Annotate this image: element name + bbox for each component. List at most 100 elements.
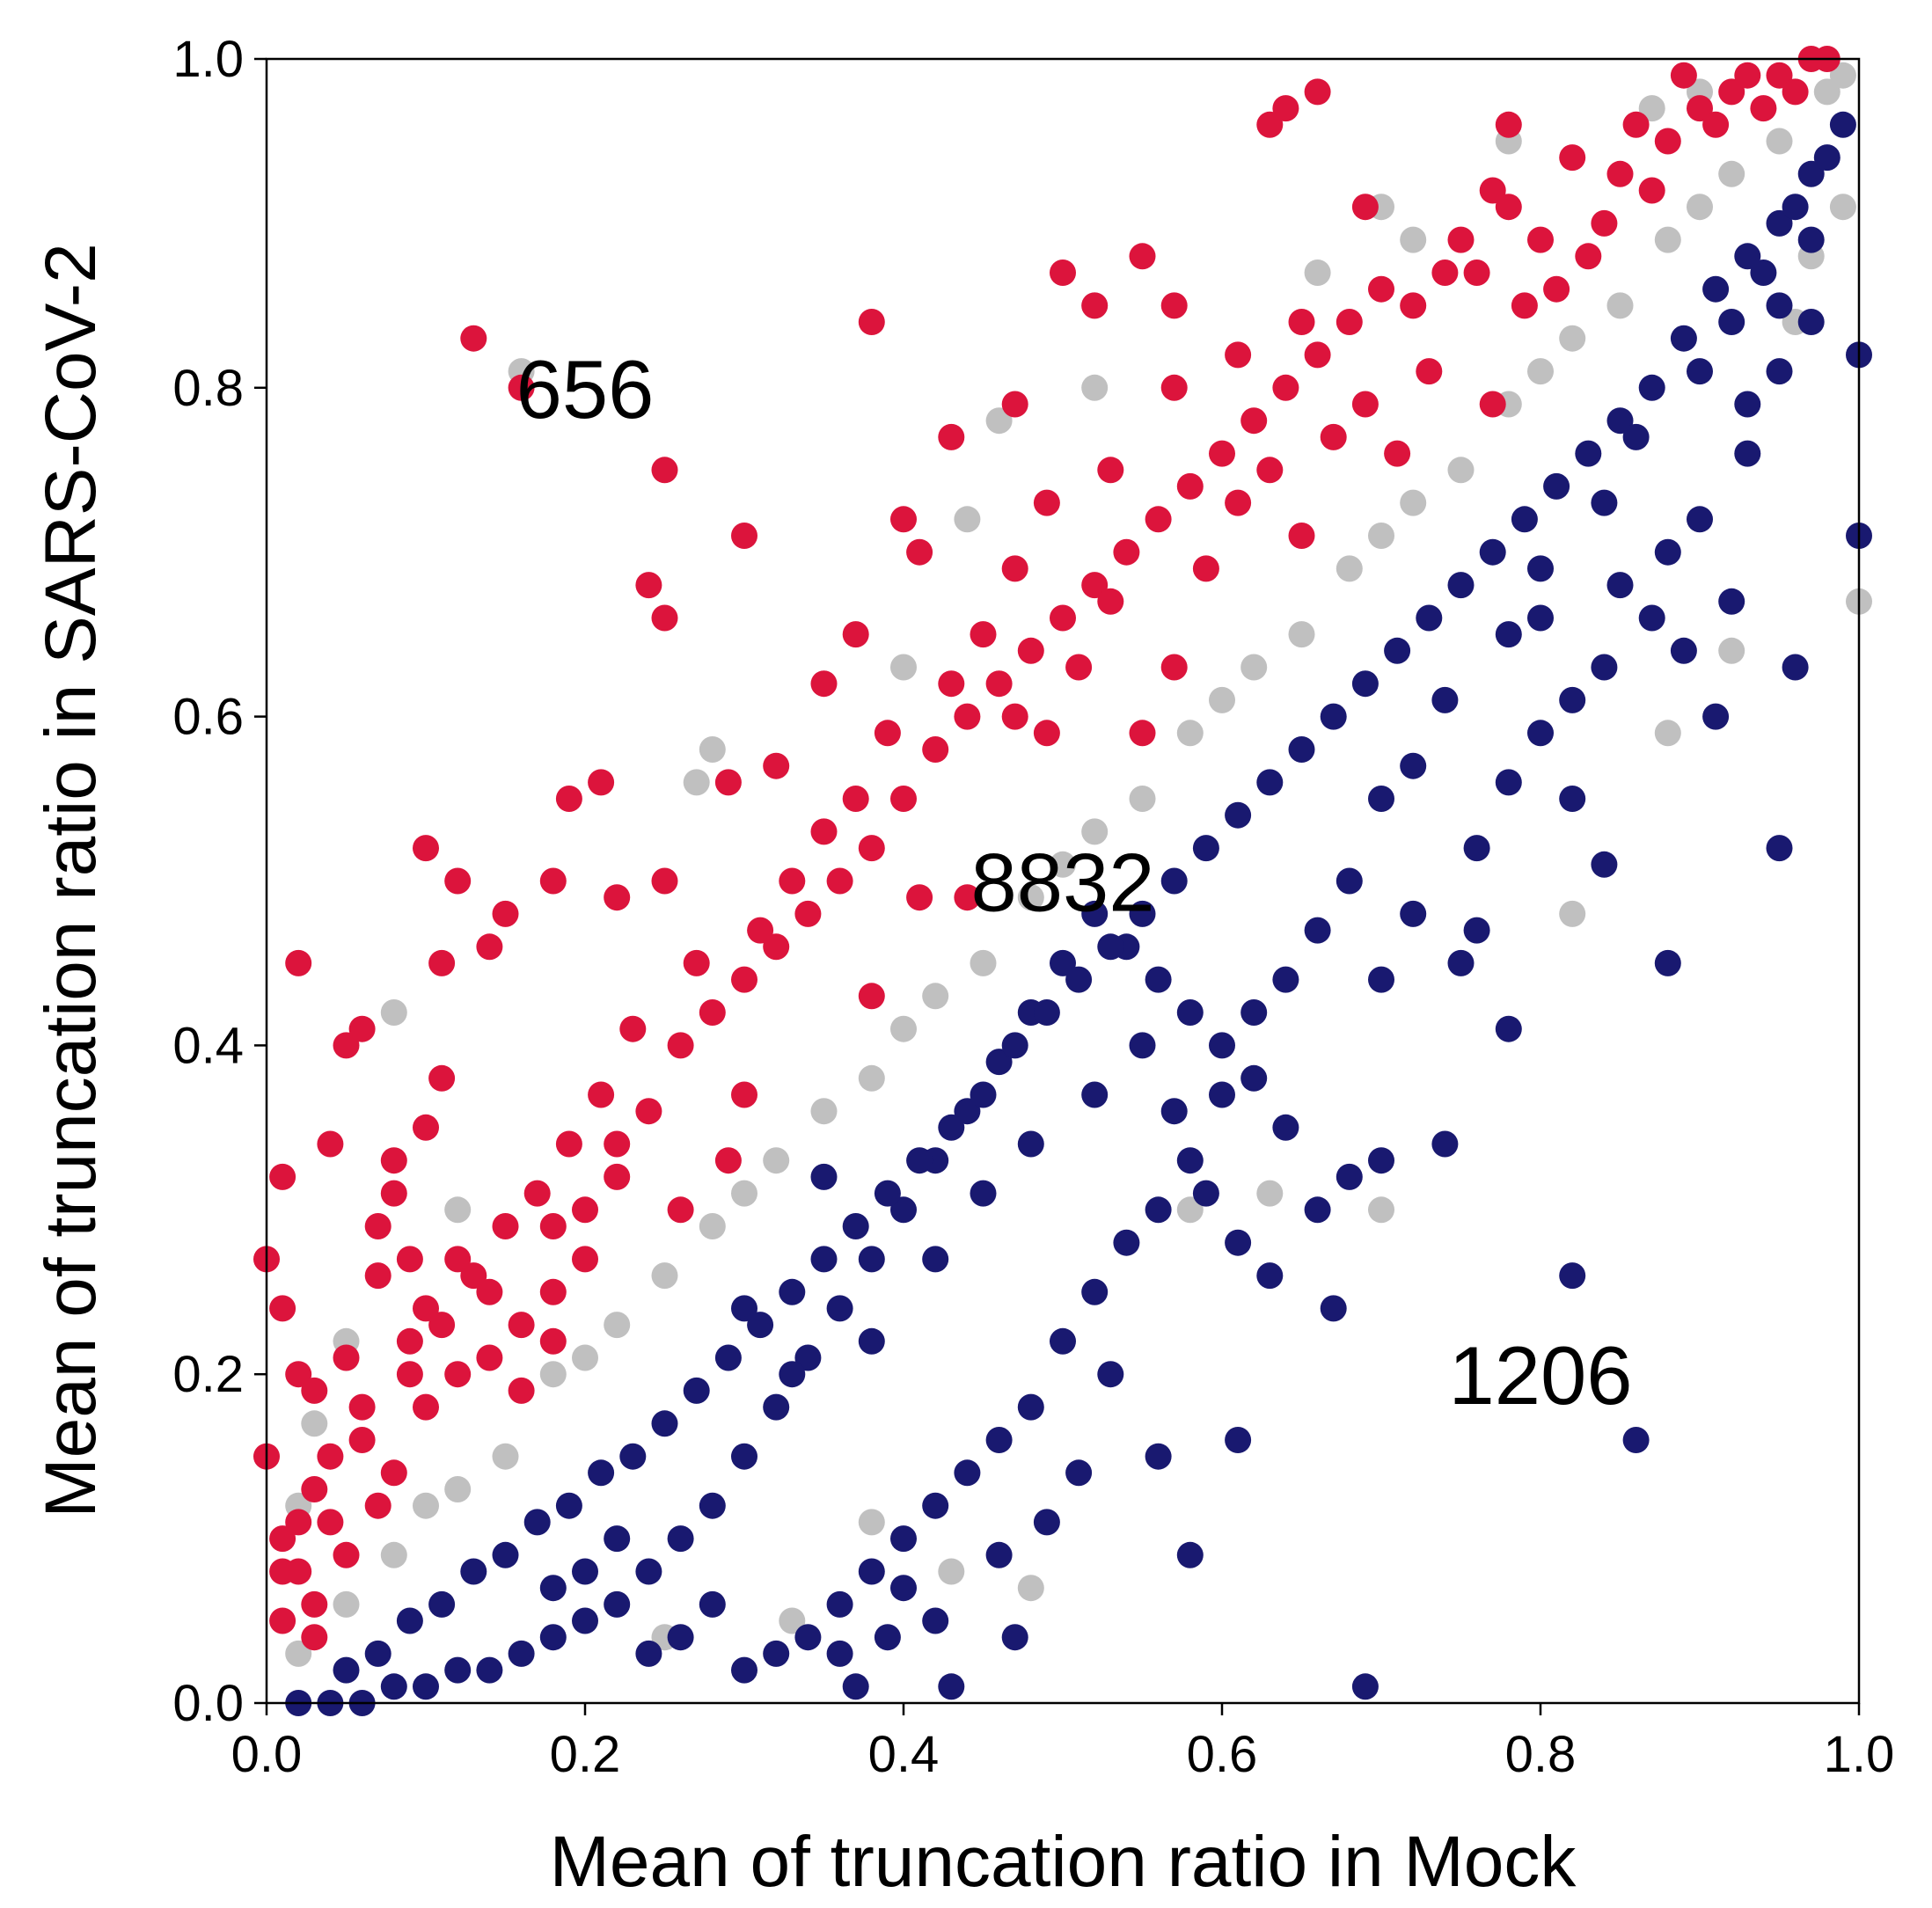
y-tick-label-2: 0.4 — [172, 1017, 244, 1074]
point-decreased-81 — [810, 1246, 838, 1273]
point-decreased-78 — [714, 1344, 742, 1371]
point-increased-58 — [539, 1213, 567, 1239]
point-increased-41 — [1575, 243, 1602, 270]
point-decreased-119 — [1622, 423, 1650, 450]
point-decreased-38 — [1145, 966, 1172, 993]
point-decreased-111 — [1766, 209, 1793, 237]
point-decreased-125 — [1368, 786, 1394, 812]
point-decreased-179 — [1638, 604, 1665, 632]
point-decreased-138 — [954, 1459, 981, 1487]
point-increased-38 — [1463, 260, 1490, 286]
point-decreased-149 — [604, 1525, 631, 1553]
point-decreased-84 — [906, 1147, 933, 1174]
point-unchanged-21 — [1129, 786, 1156, 812]
point-increased-134 — [1416, 358, 1443, 385]
point-increased-133 — [1384, 440, 1411, 467]
point-decreased-22 — [1559, 786, 1586, 812]
point-decreased-4 — [890, 1575, 917, 1602]
point-decreased-151 — [539, 1575, 567, 1602]
point-decreased-132 — [1145, 1196, 1172, 1224]
point-increased-118 — [1400, 292, 1427, 319]
point-increased-36 — [1447, 226, 1475, 253]
point-decreased-172 — [1368, 966, 1394, 993]
point-decreased-180 — [1687, 506, 1713, 533]
point-increased-39 — [1495, 194, 1522, 221]
point-decreased-21 — [1591, 851, 1618, 878]
point-decreased-99 — [1384, 637, 1411, 664]
point-unchanged-5 — [492, 1443, 519, 1470]
point-decreased-145 — [731, 1656, 757, 1684]
point-unchanged-19 — [1050, 851, 1076, 878]
point-increased-50 — [1479, 391, 1506, 418]
point-unchanged-28 — [1400, 489, 1427, 516]
point-increased-166 — [1622, 111, 1650, 138]
point-increased-91 — [539, 1327, 567, 1355]
point-decreased-85 — [938, 1114, 965, 1141]
point-decreased-155 — [858, 1327, 885, 1355]
point-decreased-79 — [747, 1312, 774, 1339]
point-decreased-48 — [826, 1295, 853, 1322]
point-decreased-139 — [922, 1492, 949, 1519]
point-increased-142 — [523, 1180, 551, 1207]
point-decreased-0 — [1351, 1673, 1379, 1700]
point-increased-119 — [1431, 260, 1459, 286]
point-increased-57 — [604, 1163, 631, 1190]
point-increased-49 — [1495, 111, 1522, 138]
point-increased-102 — [890, 786, 917, 812]
point-increased-129 — [1256, 457, 1284, 484]
point-unchanged-0 — [285, 1640, 312, 1667]
point-increased-122 — [1033, 720, 1060, 747]
point-decreased-1 — [938, 1673, 965, 1700]
point-increased-163 — [1225, 341, 1252, 369]
point-decreased-166 — [1065, 1459, 1093, 1487]
point-decreased-6 — [1225, 1427, 1252, 1453]
point-decreased-35 — [1240, 1064, 1268, 1092]
point-increased-123 — [1065, 654, 1093, 681]
point-decreased-53 — [667, 1525, 694, 1553]
point-unchanged-13 — [810, 1098, 838, 1125]
point-increased-56 — [667, 1196, 694, 1224]
point-decreased-18 — [1702, 703, 1730, 730]
point-increased-169 — [1734, 62, 1761, 89]
point-increased-74 — [539, 1278, 567, 1305]
point-unchanged-60 — [779, 1607, 806, 1634]
point-increased-106 — [1017, 637, 1044, 664]
point-increased-35 — [1351, 194, 1379, 221]
point-decreased-44 — [954, 1098, 981, 1125]
point-increased-3 — [731, 523, 757, 549]
point-unchanged-2 — [380, 1541, 407, 1568]
point-increased-66 — [301, 1377, 328, 1404]
point-decreased-106 — [1606, 407, 1634, 435]
point-unchanged-29 — [1447, 457, 1475, 484]
point-increased-107 — [1050, 604, 1076, 632]
point-decreased-109 — [1702, 275, 1730, 303]
point-decreased-66 — [333, 1656, 360, 1684]
point-unchanged-59 — [1017, 1575, 1044, 1602]
point-increased-140 — [588, 1081, 615, 1108]
point-increased-75 — [572, 1246, 598, 1273]
point-increased-72 — [476, 1278, 503, 1305]
point-increased-115 — [1304, 341, 1331, 369]
point-increased-67 — [333, 1344, 360, 1371]
point-decreased-135 — [1050, 1327, 1076, 1355]
x-tick-label-5: 1.0 — [1824, 1726, 1895, 1783]
point-decreased-97 — [1320, 703, 1347, 730]
point-unchanged-14 — [858, 1064, 885, 1092]
point-decreased-49 — [794, 1344, 822, 1371]
point-unchanged-18 — [1017, 884, 1044, 911]
point-decreased-162 — [1192, 1180, 1219, 1207]
point-increased-25 — [906, 538, 933, 566]
point-increased-147 — [348, 1393, 376, 1421]
point-increased-79 — [317, 1509, 344, 1536]
point-decreased-34 — [1272, 1114, 1299, 1141]
point-decreased-114 — [1813, 144, 1841, 172]
point-decreased-94 — [1225, 801, 1252, 829]
point-unchanged-24 — [1240, 654, 1268, 681]
point-decreased-167 — [1033, 1509, 1060, 1536]
point-increased-97 — [731, 966, 757, 993]
point-increased-172 — [1750, 95, 1777, 122]
point-increased-104 — [954, 703, 981, 730]
point-increased-138 — [683, 949, 710, 976]
point-decreased-71 — [492, 1541, 519, 1568]
